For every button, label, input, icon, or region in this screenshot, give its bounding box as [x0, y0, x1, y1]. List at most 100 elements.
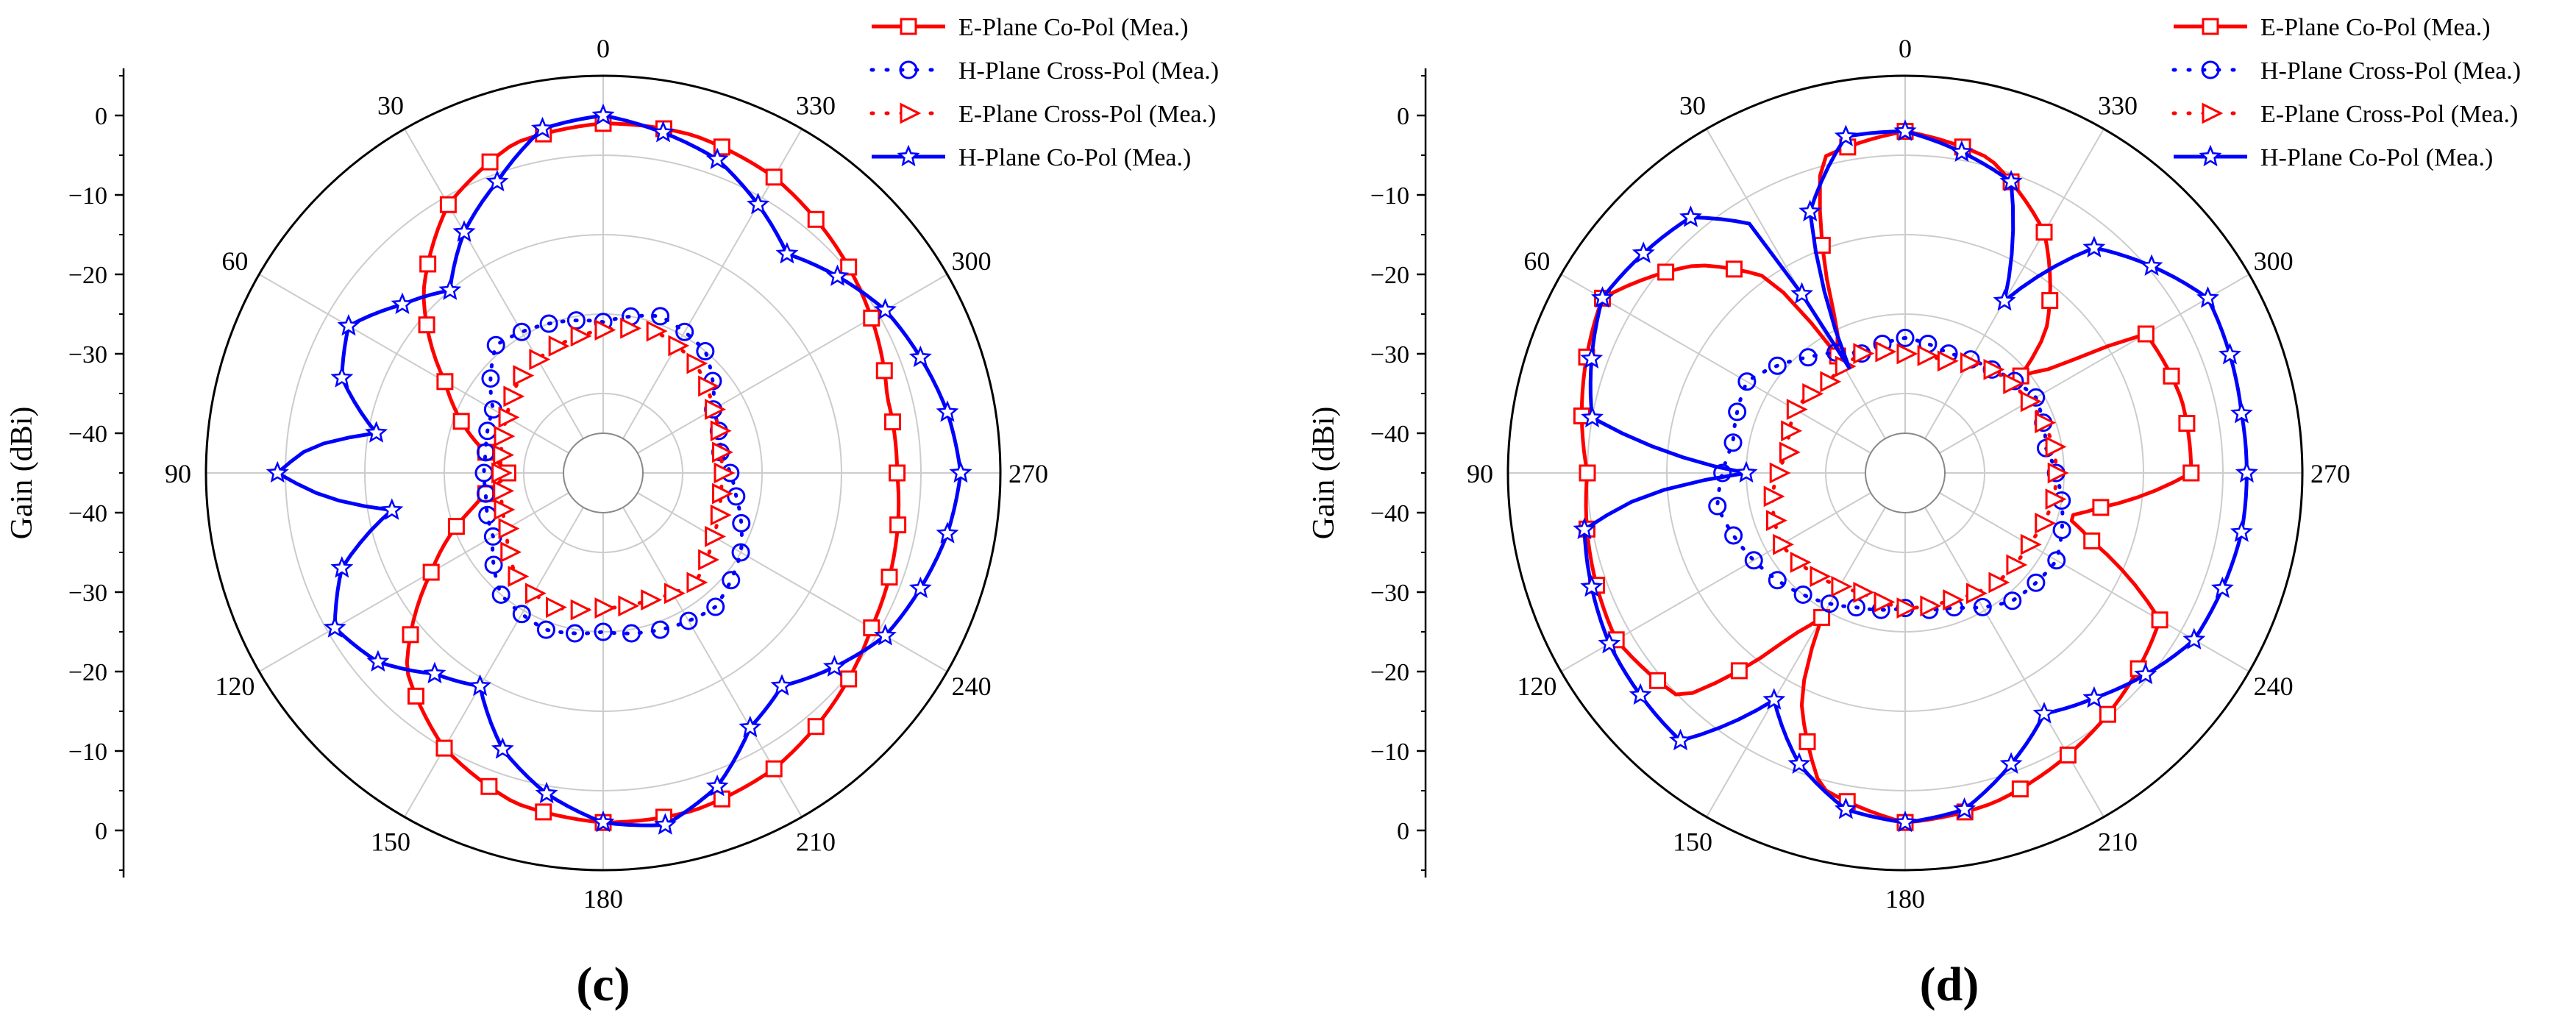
angle-tick-label: 30: [377, 90, 404, 120]
data-point: [698, 549, 719, 571]
data-point: [652, 121, 675, 143]
angle-tick-label: 330: [2098, 90, 2138, 120]
data-point: [1728, 402, 1747, 421]
grid-spoke: [1939, 274, 2250, 454]
data-point: [747, 192, 770, 215]
data-point: [330, 366, 354, 388]
data-point: [618, 595, 640, 617]
grid-spoke: [1939, 492, 2250, 672]
data-point: [422, 563, 440, 581]
data-point: [686, 572, 708, 594]
legend: E-Plane Co-Pol (Mea.) H-Plane Cross-Pol (…: [869, 14, 1219, 171]
data-point: [2047, 551, 2066, 570]
radial-tick-label: −20: [68, 262, 107, 289]
angle-tick-label: 150: [371, 827, 410, 857]
legend: E-Plane Co-Pol (Mea.) H-Plane Cross-Pol (…: [2171, 14, 2521, 171]
data-point: [530, 116, 554, 139]
data-point: [1966, 583, 1988, 605]
data-point: [822, 655, 846, 677]
radial-tick-label: −20: [1370, 262, 1409, 289]
data-point: [2151, 611, 2168, 629]
data-point: [706, 597, 725, 616]
data-point: [651, 620, 670, 639]
data-point: [710, 504, 732, 526]
angle-tick-label: 180: [583, 884, 623, 914]
panel-d: 0 30 60 90 120 150 180 210 240 270 300 330 0 −10 −20 −3…: [1307, 14, 2521, 1011]
series-circle: [474, 307, 751, 643]
angle-tick-label: 120: [215, 672, 255, 701]
data-point: [1874, 591, 1896, 613]
data-point: [620, 317, 642, 339]
data-point: [1820, 594, 1839, 613]
panel-c: 0 30 60 90 120 150 180 210 240 270 300 330 0 −10 −20 −3…: [5, 14, 1219, 1011]
data-point: [2059, 746, 2077, 764]
data-point: [469, 674, 492, 697]
legend-entry-label: H-Plane Cross-Pol (Mea.): [958, 57, 1219, 85]
radial-tick-label: −30: [68, 580, 107, 607]
data-point: [1679, 205, 1702, 227]
panel-label: (d): [1920, 958, 1979, 1011]
data-point: [1781, 420, 1803, 442]
data-point: [1790, 282, 1814, 304]
series-line: [275, 113, 963, 827]
legend-marker: [897, 144, 920, 167]
data-point: [1937, 350, 1959, 372]
data-point: [1973, 597, 1992, 616]
data-point: [494, 499, 516, 521]
data-point: [365, 421, 388, 443]
data-point: [481, 153, 499, 171]
data-point: [712, 441, 733, 463]
data-point: [2045, 488, 2067, 510]
data-point: [714, 462, 736, 484]
radial-tick-label: −40: [68, 421, 107, 448]
data-point: [484, 555, 503, 574]
data-point: [1896, 343, 1918, 365]
data-point: [330, 556, 354, 578]
data-point: [2099, 705, 2116, 723]
data-point: [2210, 576, 2234, 599]
radial-tick-label: −30: [68, 341, 107, 369]
data-point: [513, 365, 535, 387]
data-point: [949, 460, 972, 483]
data-point: [491, 585, 510, 604]
data-point: [447, 518, 465, 535]
radial-tick-label: −20: [1370, 659, 1409, 686]
radial-tick-label: −40: [1370, 421, 1409, 448]
data-point: [1853, 343, 1875, 365]
data-point: [770, 674, 794, 696]
data-point: [1988, 572, 2010, 594]
y-axis-label: Gain (dBi): [1307, 407, 1341, 540]
data-point: [1737, 372, 1757, 391]
data-point: [1632, 241, 1655, 263]
angle-tick-label: 0: [597, 34, 610, 63]
grid-spoke: [258, 492, 569, 672]
data-point: [2235, 460, 2258, 483]
data-point: [1950, 140, 1974, 162]
data-point: [712, 483, 733, 505]
data-point: [739, 715, 762, 738]
data-point: [494, 425, 516, 447]
data-point: [722, 571, 741, 590]
data-point: [2020, 391, 2042, 413]
data-point: [2011, 780, 2029, 798]
data-point: [1580, 346, 1604, 369]
data-point: [2134, 662, 2157, 685]
data-point: [1629, 683, 1652, 705]
legend-marker: [900, 102, 922, 124]
data-point: [1730, 662, 1748, 680]
data-point: [1893, 119, 1917, 141]
angle-tick-label: 330: [796, 90, 836, 120]
angle-tick-label: 90: [165, 459, 191, 488]
data-point: [500, 541, 522, 563]
radial-tick-label: 0: [95, 818, 107, 845]
data-point: [1834, 124, 1857, 146]
series-star: [266, 103, 972, 835]
data-point: [452, 220, 476, 242]
data-point: [512, 605, 531, 624]
data-point: [1875, 341, 1897, 363]
data-point: [535, 781, 558, 804]
data-point: [323, 616, 346, 638]
data-point: [1834, 797, 1857, 819]
data-point: [439, 196, 457, 213]
data-point: [1893, 810, 1917, 833]
